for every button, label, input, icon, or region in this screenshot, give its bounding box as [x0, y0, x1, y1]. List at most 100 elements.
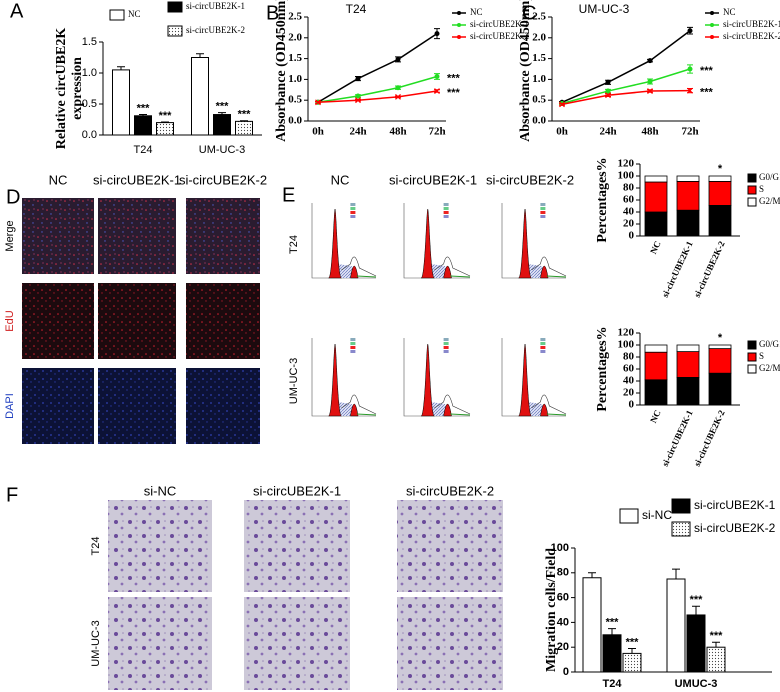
error-bar [196, 53, 204, 58]
y-axis-label: Percentages% [595, 326, 610, 411]
legend-swatch [671, 521, 691, 537]
micrograph [186, 198, 260, 274]
x-tick-label: 0h [312, 126, 324, 138]
histogram-baseline [546, 275, 567, 278]
row-label: UM-UC-3 [288, 358, 300, 404]
histogram-g2-peak [350, 265, 359, 279]
error-bar [240, 120, 248, 122]
bar-segment [708, 344, 732, 349]
y-tick-label: 1.5 [82, 36, 97, 48]
y-tick-label: 0.0 [532, 115, 546, 127]
significance-label: *** [137, 102, 151, 114]
legend-label: si-circUBE2K-2 [723, 31, 780, 41]
bar [134, 115, 152, 136]
y-tick-label: 40 [623, 206, 635, 218]
legend-swatch [619, 508, 639, 524]
x-tick-label: 0h [556, 126, 568, 138]
bar [112, 69, 130, 136]
micrograph [98, 198, 176, 274]
histogram-legend-swatch [540, 203, 546, 206]
column-label: si-circUBE2K-1 [389, 172, 477, 187]
column-label: si-circUBE2K-2 [406, 483, 494, 498]
legend-label: si-circUBE2K-1 [470, 19, 529, 29]
y-tick-label: 2.0 [288, 31, 302, 43]
marker [647, 78, 653, 84]
y-tick-label: 0.5 [532, 94, 546, 106]
histogram-outline [341, 256, 377, 277]
bar-segment [644, 344, 668, 353]
y-tick-label: 0.5 [82, 98, 97, 110]
panel-label: B [266, 2, 279, 24]
histogram-outline [434, 394, 471, 415]
y-tick-label: 0 [629, 230, 635, 242]
error-bar [628, 647, 636, 654]
x-tick-label: NC [648, 408, 663, 424]
histogram-legend-swatch [540, 207, 546, 210]
histogram-legend-swatch [540, 346, 546, 349]
bar-segment [644, 181, 668, 213]
error-bar [139, 114, 147, 116]
line [317, 90, 438, 104]
y-axis-label: expression [70, 57, 85, 120]
histogram-g1-peak [420, 208, 435, 279]
x-tick-label: 48h [641, 126, 658, 138]
significance-label: * [718, 163, 723, 175]
marker [395, 93, 401, 100]
legend-swatch [167, 1, 183, 13]
histogram-g1-peak [518, 343, 532, 417]
bar-segment [644, 379, 668, 406]
bar [191, 57, 209, 136]
y-axis-label: Absorbance (OD450nm) [274, 0, 289, 142]
histogram-legend-swatch [540, 211, 546, 214]
histogram-legend-swatch [540, 350, 546, 353]
panel-label: F [6, 484, 18, 506]
y-tick-label: 2.5 [532, 11, 546, 23]
y-axis-label: Relative circUBE2K [54, 28, 69, 150]
y-tick-label: 80 [623, 182, 635, 194]
micrograph [244, 500, 350, 592]
y-tick-label: 80 [623, 351, 635, 363]
chart-title: T24 [346, 2, 367, 16]
histogram-legend-swatch [350, 342, 356, 345]
legend-label: S [759, 351, 764, 361]
panel-label: C [522, 2, 536, 24]
y-tick-label: 20 [623, 218, 635, 230]
micrograph [186, 368, 260, 444]
x-tick-label: UM-UC-3 [199, 144, 245, 156]
bar-segment [644, 175, 668, 183]
y-tick-label: 100 [551, 542, 569, 554]
y-tick-label: 1.0 [82, 67, 97, 79]
histogram-legend-swatch [540, 338, 546, 341]
micrograph [397, 597, 503, 690]
marker [605, 79, 611, 85]
marker [315, 99, 321, 106]
histogram-legend-swatch [443, 215, 449, 218]
micrograph [22, 368, 94, 444]
histogram-g1-peak [518, 208, 532, 279]
histogram-legend-swatch [350, 203, 356, 206]
legend-label: si-circUBE2K-2 [470, 31, 529, 41]
bar [602, 634, 622, 673]
x-tick-label: si-circUBE2K-1 [660, 408, 695, 468]
y-tick-label: 20 [557, 641, 569, 653]
histogram-legend-swatch [350, 215, 356, 218]
bar [706, 646, 726, 673]
chart-title: UM-UC-3 [579, 2, 630, 16]
histogram-legend-swatch [350, 350, 356, 353]
y-tick-label: 2.5 [288, 11, 302, 23]
histogram-outline [531, 256, 567, 277]
x-tick-label: 48h [389, 126, 406, 138]
panel-label: D [6, 186, 20, 208]
significance-label: *** [606, 617, 620, 629]
micrograph [22, 283, 94, 359]
significance-label: *** [238, 109, 252, 121]
x-tick-label: 72h [428, 126, 445, 138]
histogram-baseline [450, 275, 471, 278]
marker [355, 76, 361, 82]
bar [686, 614, 706, 673]
marker [687, 87, 693, 94]
significance-label: *** [700, 87, 714, 99]
marker [355, 93, 361, 99]
histogram-baseline [546, 413, 567, 416]
